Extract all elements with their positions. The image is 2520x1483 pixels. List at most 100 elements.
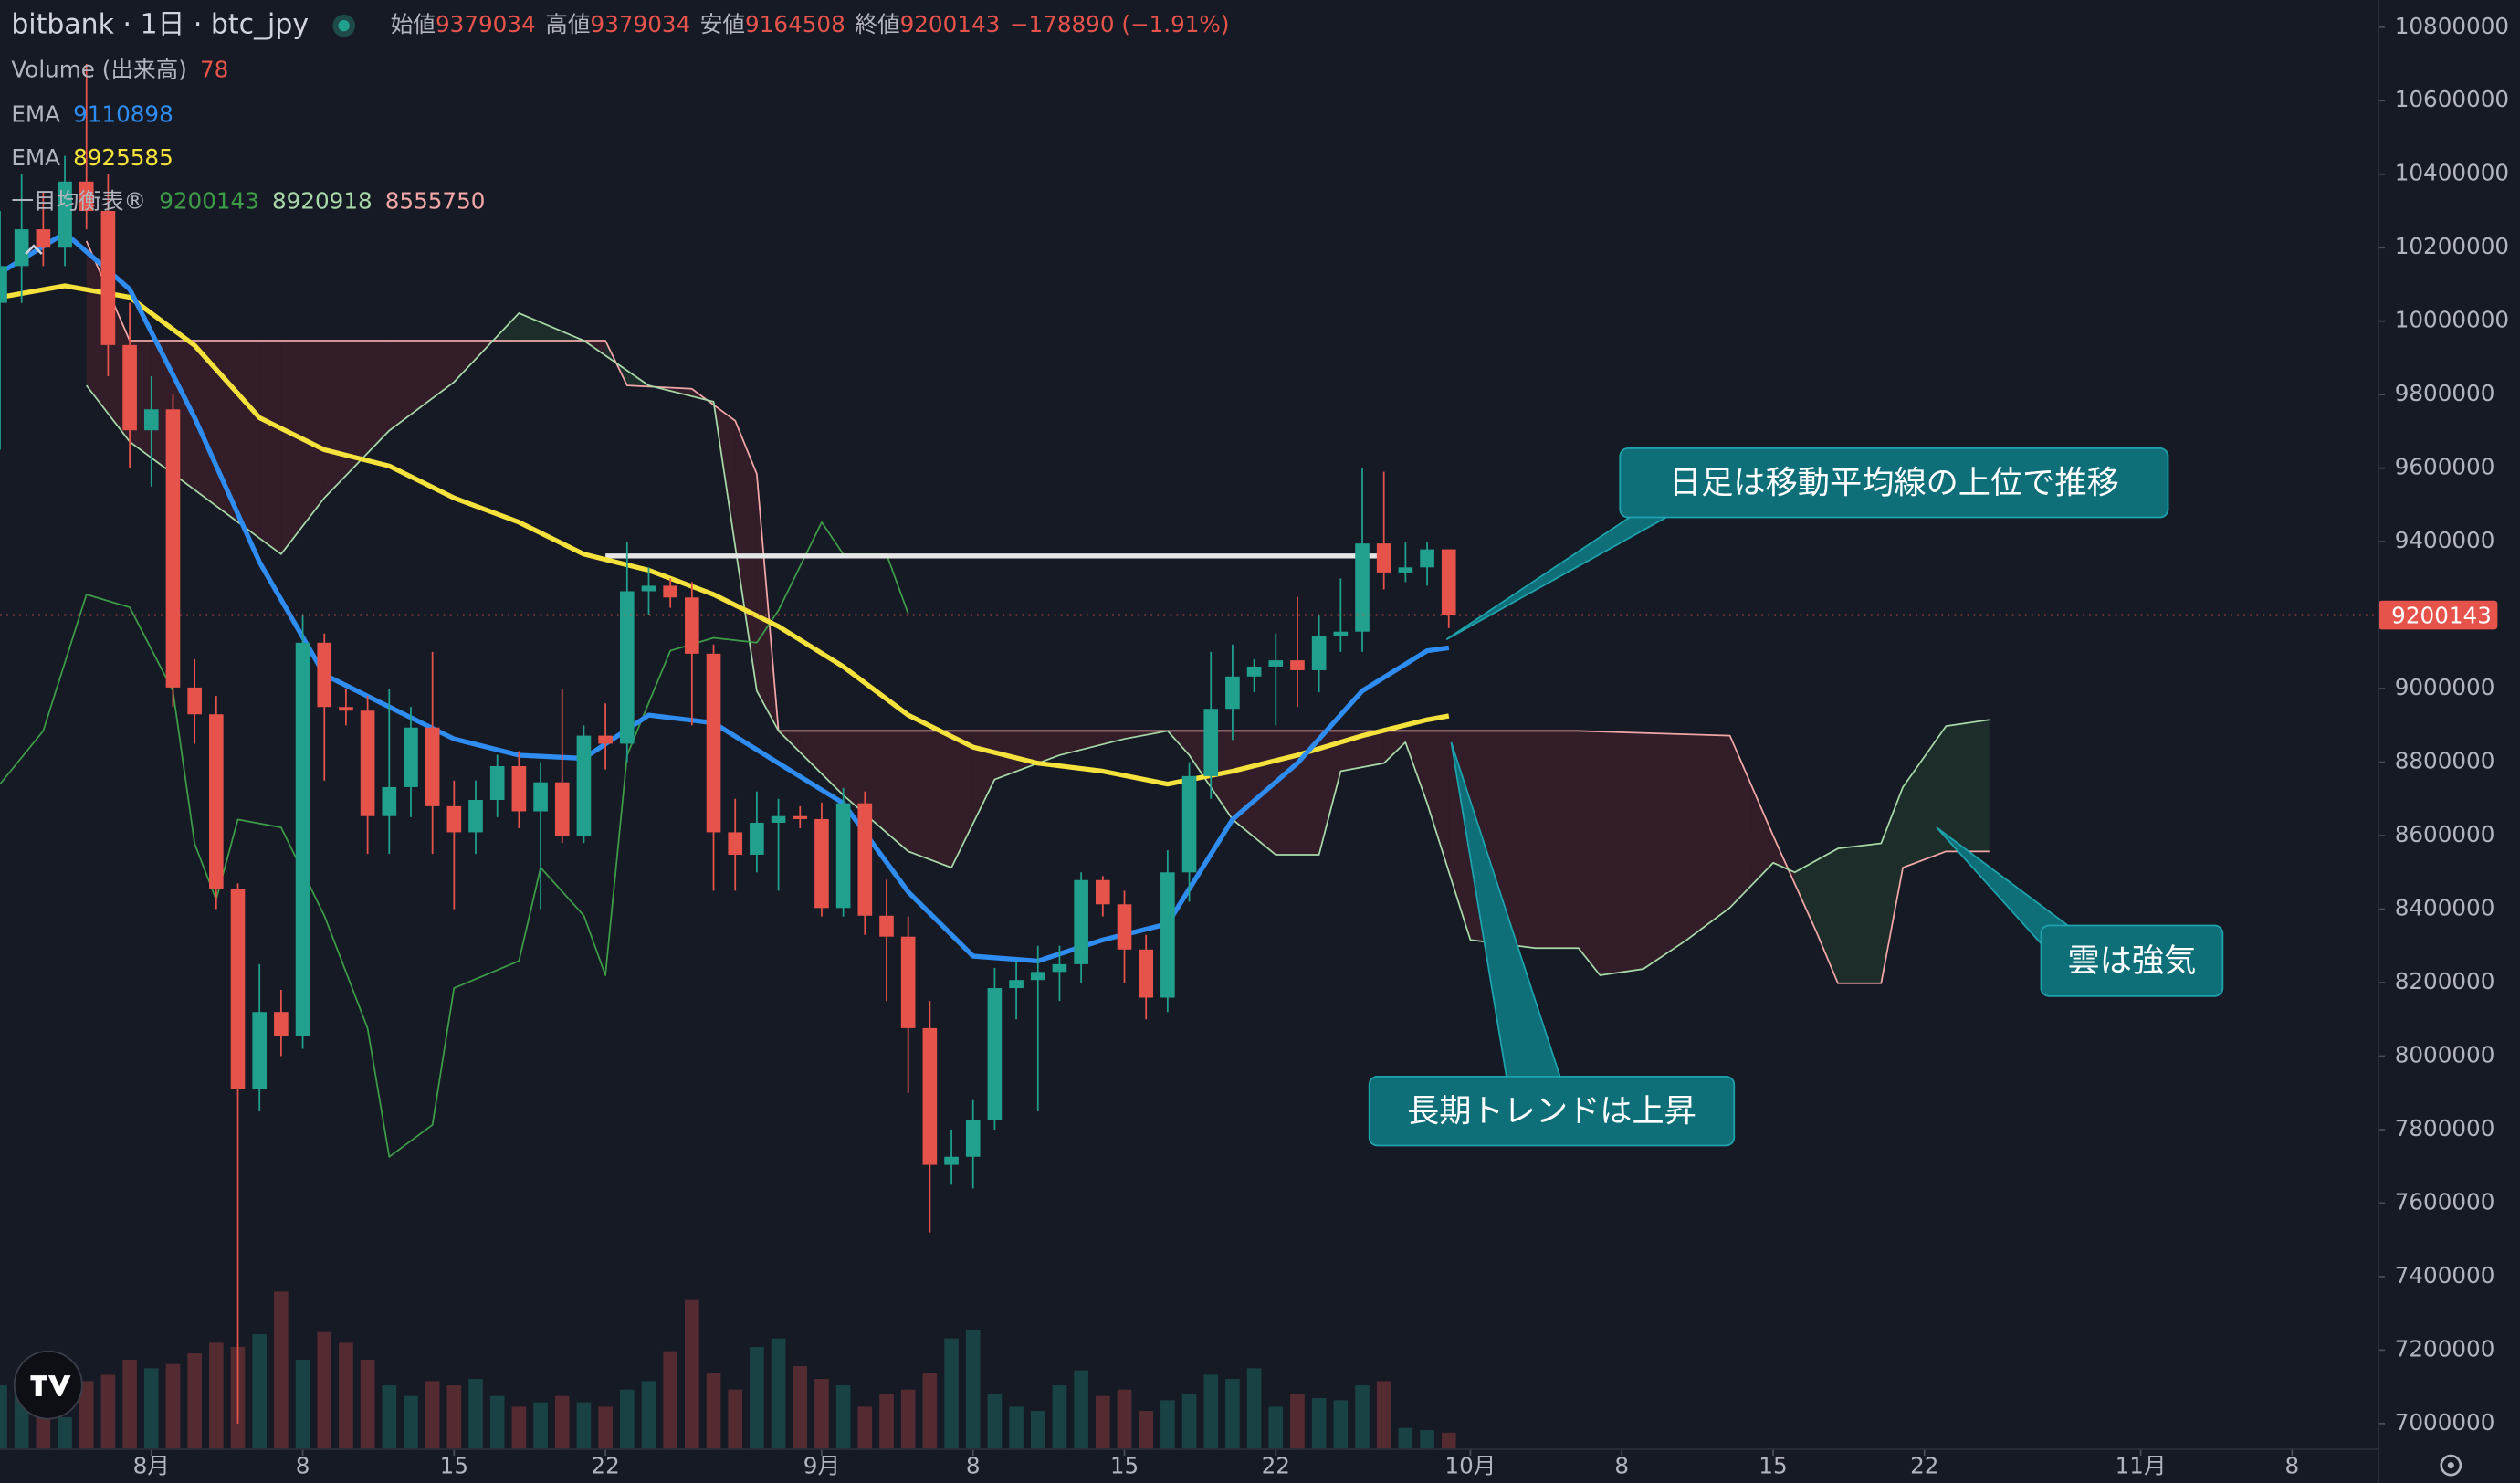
ema-legend: EMA 9110898 xyxy=(11,101,173,128)
plot-area xyxy=(0,64,2379,1450)
volume-bar xyxy=(857,1406,873,1450)
candle-body xyxy=(1333,631,1349,636)
low-label: 安値 xyxy=(700,11,745,37)
ema-value: 8925585 xyxy=(73,144,173,171)
ema-legend: EMA 8925585 xyxy=(11,144,173,171)
legend: bitbank · 1日 · btc_jpy 始値9379034 高値937903… xyxy=(11,9,1229,215)
volume-bar xyxy=(1290,1394,1305,1450)
cloud-fill xyxy=(1816,848,1839,983)
cloud-fill xyxy=(1059,731,1082,755)
overlay: 7000000 7200000 7400000 7600000 7800000 80000… xyxy=(133,13,2509,1479)
x-tick-label: 15 xyxy=(1759,1452,1787,1478)
annotation: 長期トレンドは上昇 xyxy=(1407,1092,1696,1130)
volume-value: 78 xyxy=(200,56,228,82)
y-tick-label: 10400000 xyxy=(2395,160,2509,186)
candle-body xyxy=(1117,904,1132,950)
volume-bar xyxy=(1398,1427,1413,1450)
y-tick-label: 7800000 xyxy=(2395,1115,2495,1141)
high-value: 9379034 xyxy=(591,11,691,37)
volume-bar xyxy=(100,1374,116,1450)
ichimoku-value: 8920918 xyxy=(272,188,373,215)
volume-bar xyxy=(835,1385,851,1450)
volume-bar xyxy=(1139,1411,1154,1450)
candle-body xyxy=(58,181,72,248)
volume-bar xyxy=(339,1342,353,1450)
volume-bar xyxy=(706,1373,721,1450)
cloud-fill xyxy=(1427,731,1449,872)
candle-body xyxy=(965,1120,981,1157)
high-label: 高値 xyxy=(545,11,590,37)
cloud-fill xyxy=(1643,732,1665,970)
ichimoku-legend: 一目均衡表® 9200143 8920918 8555750 xyxy=(11,188,485,215)
candle-body xyxy=(1420,549,1434,568)
candle-body xyxy=(900,936,916,1028)
cloud-fill xyxy=(1405,731,1428,804)
candle-body xyxy=(274,1012,289,1036)
volume-name: Volume (出来高) xyxy=(11,56,187,82)
candle-body xyxy=(619,591,635,744)
cloud-fill xyxy=(800,731,822,774)
candle-body xyxy=(122,344,137,431)
callout-box xyxy=(1368,1075,1736,1147)
candle-body xyxy=(1203,709,1219,776)
candle-body xyxy=(14,229,29,267)
volume-bar xyxy=(728,1389,743,1450)
volume-bar xyxy=(598,1406,613,1450)
cloud-fill xyxy=(1968,720,1990,852)
candle-body xyxy=(230,888,246,1089)
y-tick-label: 8000000 xyxy=(2395,1041,2495,1068)
volume-bar xyxy=(382,1385,397,1450)
volume-bar xyxy=(1160,1400,1175,1450)
candle-body xyxy=(1160,872,1175,998)
volume-bar xyxy=(1420,1430,1434,1450)
candle-body xyxy=(1246,666,1262,677)
volume-bar xyxy=(0,1385,7,1450)
x-tick-label: 8 xyxy=(1614,1452,1629,1478)
x-tick-label: 8 xyxy=(2285,1452,2300,1478)
candle-body xyxy=(641,585,656,592)
candle-body xyxy=(1376,543,1391,573)
volume-bar xyxy=(295,1360,310,1450)
candle-body xyxy=(554,782,570,836)
x-tick-label: 8 xyxy=(966,1452,981,1478)
volume-bar xyxy=(900,1389,916,1450)
ema-name: EMA xyxy=(11,101,60,128)
cloud-fill xyxy=(432,341,455,399)
open-label: 始値 xyxy=(391,11,436,37)
candle-body xyxy=(663,585,677,598)
candle-body xyxy=(814,818,829,909)
volume-bar xyxy=(533,1402,548,1450)
volume-bar xyxy=(1074,1370,1088,1450)
cloud-fill xyxy=(345,341,368,476)
candle-body xyxy=(0,266,7,303)
volume-bar xyxy=(425,1381,440,1450)
x-tick-label: 15 xyxy=(440,1452,468,1478)
y-tick-label: 9000000 xyxy=(2395,674,2495,700)
candle-body xyxy=(165,409,181,688)
volume-bar xyxy=(814,1379,829,1450)
price-tag xyxy=(2378,600,2498,630)
volume-bar xyxy=(771,1338,786,1450)
volume-bar xyxy=(1441,1432,1456,1450)
volume-bar xyxy=(1009,1406,1024,1450)
chart-title: bitbank · 1日 · btc_jpy xyxy=(11,9,309,41)
volume-bar xyxy=(1355,1385,1370,1450)
x-tick-label: 8 xyxy=(296,1452,310,1478)
cloud-fill xyxy=(1707,734,1730,924)
volume-bar xyxy=(793,1366,808,1450)
cloud-fill xyxy=(1557,731,1579,949)
settings-icon[interactable] xyxy=(2440,1454,2462,1477)
ichimoku-value: 8555750 xyxy=(385,188,486,215)
volume-bar xyxy=(965,1330,981,1450)
cloud-fill xyxy=(237,341,260,539)
ema-line xyxy=(0,230,1450,963)
volume-bar xyxy=(750,1347,764,1450)
collapse-button[interactable] xyxy=(25,244,43,255)
candle-body xyxy=(1009,980,1024,989)
candle-body xyxy=(750,822,764,855)
candle-body xyxy=(922,1027,938,1165)
candle-body xyxy=(36,229,51,248)
volume-bar xyxy=(274,1291,289,1450)
cloud-fill xyxy=(1881,786,1904,983)
candle-body xyxy=(1268,660,1284,667)
